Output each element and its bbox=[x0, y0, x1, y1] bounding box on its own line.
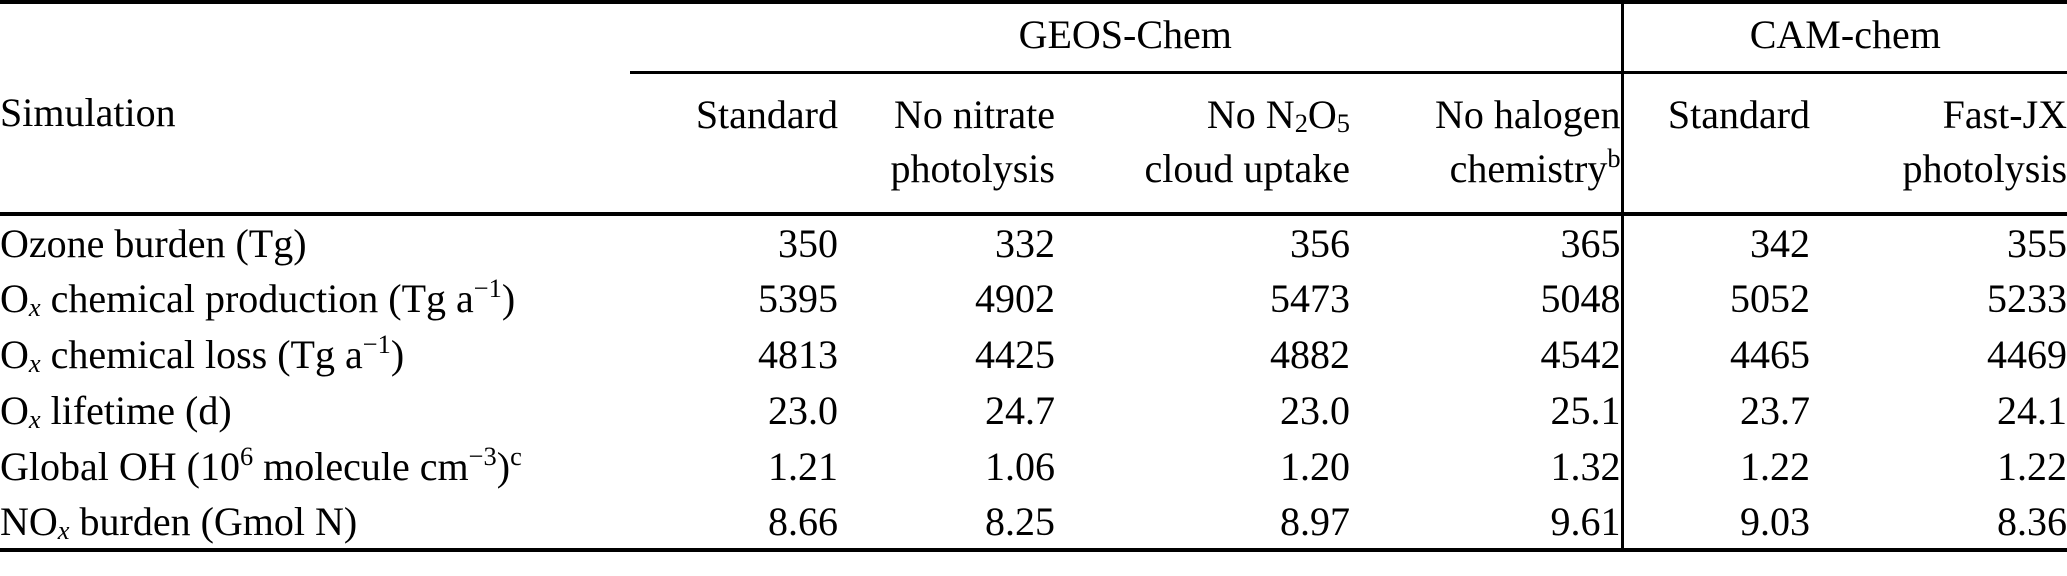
value-cell: 24.1 bbox=[1997, 387, 2067, 433]
column-header-gc-standard: Standard bbox=[630, 72, 838, 216]
row-label: Global OH (106 molecule cm−3)c bbox=[0, 440, 522, 489]
column-header-fast-jx-photolysis: Fast-JX photolysis bbox=[1810, 72, 2067, 216]
value-cell: 5048 bbox=[1540, 275, 1621, 321]
value-cell: 4902 bbox=[975, 275, 1055, 321]
value-cell: 4542 bbox=[1540, 331, 1621, 377]
value-cell: 9.03 bbox=[1620, 494, 1811, 552]
group-header-cam-chem: CAM-chem bbox=[1620, 0, 2067, 74]
column-header-no-n2o5-cloud-uptake: No N2O5 cloud uptake bbox=[1055, 72, 1350, 216]
value-cell: 5473 bbox=[1270, 275, 1350, 321]
column-header-no-halogen-chemistry: No halogen chemistryb bbox=[1350, 72, 1623, 216]
row-label: NOx burden (Gmol N) bbox=[0, 494, 630, 552]
value-cell: 5395 bbox=[758, 275, 838, 321]
row-label: Ox chemical loss (Tg a−1) bbox=[0, 328, 405, 379]
value-cell: 1.32 bbox=[1550, 443, 1621, 489]
group-header-geos-chem: GEOS-Chem bbox=[630, 0, 1623, 74]
value-cell: 4425 bbox=[975, 331, 1055, 377]
table-row-global-oh: Global OH (106 molecule cm−3)c 1.21 1.06… bbox=[0, 438, 2067, 494]
value-cell: 1.20 bbox=[1280, 443, 1350, 489]
row-label: Ox chemical production (Tg a−1) bbox=[0, 272, 516, 323]
table-row-ox-chemical-production: Ox chemical production (Tg a−1) 5395 490… bbox=[0, 270, 2067, 326]
value-cell: 8.25 bbox=[838, 494, 1055, 552]
value-cell: 9.61 bbox=[1350, 494, 1623, 552]
simulation-comparison-table: GEOS-Chem CAM-chem Simulation Standard N… bbox=[0, 0, 2067, 552]
value-cell: 1.22 bbox=[1620, 438, 1811, 494]
table-row-ozone-burden: Ozone burden (Tg) 350 332 356 365 342 35… bbox=[0, 214, 2067, 270]
value-cell: 356 bbox=[1290, 220, 1350, 266]
value-cell: 24.7 bbox=[985, 387, 1055, 433]
value-cell: 25.1 bbox=[1550, 387, 1621, 433]
value-cell: 350 bbox=[778, 220, 838, 266]
value-cell: 1.06 bbox=[985, 443, 1055, 489]
value-cell: 8.36 bbox=[1810, 494, 2067, 552]
value-cell: 23.0 bbox=[1280, 387, 1350, 433]
column-header-cam-standard: Standard bbox=[1620, 72, 1811, 216]
table-row-ox-chemical-loss: Ox chemical loss (Tg a−1) 4813 4425 4882… bbox=[0, 326, 2067, 382]
value-cell: 4465 bbox=[1620, 326, 1811, 382]
value-cell: 5052 bbox=[1620, 270, 1811, 326]
value-cell: 23.7 bbox=[1620, 382, 1811, 438]
value-cell: 8.66 bbox=[630, 494, 838, 552]
value-cell: 342 bbox=[1620, 214, 1811, 270]
model-group-header-row: GEOS-Chem CAM-chem bbox=[0, 0, 2067, 74]
row-label: Ox lifetime (d) bbox=[0, 387, 232, 435]
column-header-simulation: Simulation bbox=[0, 72, 630, 216]
value-cell: 5233 bbox=[1987, 275, 2067, 321]
row-label: Ozone burden (Tg) bbox=[0, 220, 307, 266]
value-cell: 355 bbox=[2007, 220, 2067, 266]
value-cell: 4469 bbox=[1987, 331, 2067, 377]
value-cell: 4882 bbox=[1270, 331, 1350, 377]
table-row-ox-lifetime: Ox lifetime (d) 23.0 24.7 23.0 25.1 23.7… bbox=[0, 382, 2067, 438]
value-cell: 8.97 bbox=[1055, 494, 1350, 552]
group-header-spacer bbox=[0, 0, 630, 72]
column-header-no-nitrate-photolysis: No nitrate photolysis bbox=[838, 72, 1055, 216]
value-cell: 23.0 bbox=[768, 387, 838, 433]
column-header-row: Simulation Standard No nitrate photolysis… bbox=[0, 72, 2067, 216]
value-cell: 1.21 bbox=[768, 443, 838, 489]
table-row-nox-burden: NOx burden (Gmol N) 8.66 8.25 8.97 9.61 … bbox=[0, 494, 2067, 552]
value-cell: 365 bbox=[1560, 220, 1621, 266]
value-cell: 4813 bbox=[758, 331, 838, 377]
value-cell: 332 bbox=[995, 220, 1055, 266]
value-cell: 1.22 bbox=[1997, 443, 2067, 489]
